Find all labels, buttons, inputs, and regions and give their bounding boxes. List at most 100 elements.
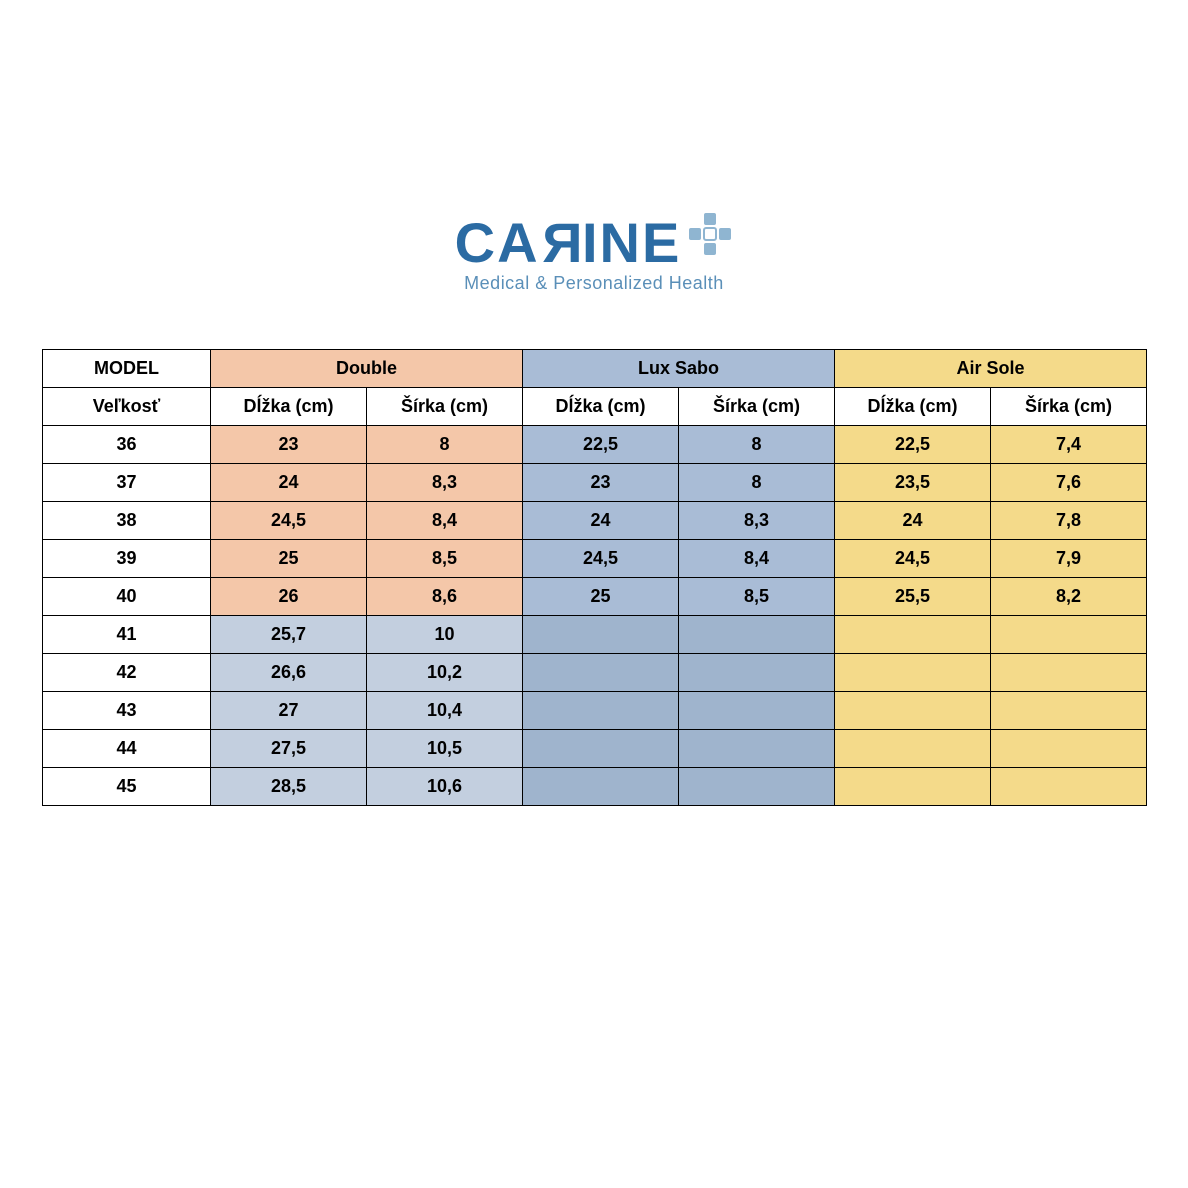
cell-size: 42 bbox=[43, 654, 211, 692]
logo: CARINE Medical & Personalized Health bbox=[455, 215, 734, 294]
plus-icon bbox=[687, 211, 733, 262]
cell-size: 37 bbox=[43, 464, 211, 502]
cell-data: 24,5 bbox=[211, 502, 367, 540]
cell-data: 24,5 bbox=[835, 540, 991, 578]
cell-data: 25,7 bbox=[211, 616, 367, 654]
brand-tagline: Medical & Personalized Health bbox=[464, 273, 724, 294]
header-length-0: Dĺžka (cm) bbox=[211, 388, 367, 426]
cell-data: 8,2 bbox=[991, 578, 1147, 616]
header-width-2: Šírka (cm) bbox=[991, 388, 1147, 426]
cell-data: 22,5 bbox=[523, 426, 679, 464]
cell-data: 10,6 bbox=[367, 768, 523, 806]
cell-data: 8,5 bbox=[367, 540, 523, 578]
cell-data: 26,6 bbox=[211, 654, 367, 692]
cell-data: 8,4 bbox=[367, 502, 523, 540]
cell-data bbox=[835, 616, 991, 654]
cell-data: 25,5 bbox=[835, 578, 991, 616]
table-row: 432710,4 bbox=[43, 692, 1147, 730]
cell-data: 10,2 bbox=[367, 654, 523, 692]
cell-data: 28,5 bbox=[211, 768, 367, 806]
cell-data bbox=[991, 768, 1147, 806]
table-row: 4427,510,5 bbox=[43, 730, 1147, 768]
cell-data: 7,4 bbox=[991, 426, 1147, 464]
header-model-2: Air Sole bbox=[835, 350, 1147, 388]
cell-data: 26 bbox=[211, 578, 367, 616]
header-width-1: Šírka (cm) bbox=[679, 388, 835, 426]
table-row: 39258,524,58,424,57,9 bbox=[43, 540, 1147, 578]
cell-data: 22,5 bbox=[835, 426, 991, 464]
table-row: 3824,58,4248,3247,8 bbox=[43, 502, 1147, 540]
cell-data: 7,9 bbox=[991, 540, 1147, 578]
cell-data: 8 bbox=[679, 464, 835, 502]
cell-data: 10 bbox=[367, 616, 523, 654]
brand-reversed-letter: R bbox=[540, 215, 582, 271]
cell-data: 8,4 bbox=[679, 540, 835, 578]
header-length-1: Dĺžka (cm) bbox=[523, 388, 679, 426]
cell-data bbox=[835, 768, 991, 806]
header-size: Veľkosť bbox=[43, 388, 211, 426]
cell-data: 8,6 bbox=[367, 578, 523, 616]
brand-name: CARINE bbox=[455, 215, 682, 271]
cell-data: 8 bbox=[679, 426, 835, 464]
cell-data: 7,8 bbox=[991, 502, 1147, 540]
cell-data: 8,3 bbox=[679, 502, 835, 540]
cell-data: 8,5 bbox=[679, 578, 835, 616]
cell-data: 24 bbox=[211, 464, 367, 502]
cell-data bbox=[991, 730, 1147, 768]
table-head: MODELDoubleLux SaboAir SoleVeľkosťDĺžka … bbox=[43, 350, 1147, 426]
header-model-1: Lux Sabo bbox=[523, 350, 835, 388]
table-row: 3623822,5822,57,4 bbox=[43, 426, 1147, 464]
cell-size: 36 bbox=[43, 426, 211, 464]
cell-data: 23,5 bbox=[835, 464, 991, 502]
cell-data: 8 bbox=[367, 426, 523, 464]
cell-data bbox=[991, 654, 1147, 692]
size-table: MODELDoubleLux SaboAir SoleVeľkosťDĺžka … bbox=[42, 349, 1147, 806]
cell-data bbox=[679, 654, 835, 692]
cell-size: 39 bbox=[43, 540, 211, 578]
cell-size: 43 bbox=[43, 692, 211, 730]
cell-data bbox=[991, 692, 1147, 730]
cell-data: 27,5 bbox=[211, 730, 367, 768]
header-model: MODEL bbox=[43, 350, 211, 388]
cell-size: 41 bbox=[43, 616, 211, 654]
cell-data: 23 bbox=[523, 464, 679, 502]
cell-data bbox=[523, 616, 679, 654]
table-row: 4226,610,2 bbox=[43, 654, 1147, 692]
cell-data: 27 bbox=[211, 692, 367, 730]
cell-data: 25 bbox=[523, 578, 679, 616]
brand-post: INE bbox=[582, 211, 681, 274]
table-row: 4125,710 bbox=[43, 616, 1147, 654]
table-row: 37248,323823,57,6 bbox=[43, 464, 1147, 502]
cell-data: 24 bbox=[835, 502, 991, 540]
cell-data bbox=[523, 730, 679, 768]
table-body: 3623822,5822,57,437248,323823,57,63824,5… bbox=[43, 426, 1147, 806]
table-row: 4528,510,6 bbox=[43, 768, 1147, 806]
logo-top-row: CARINE bbox=[455, 215, 734, 271]
cell-size: 40 bbox=[43, 578, 211, 616]
cell-data bbox=[523, 654, 679, 692]
header-length-2: Dĺžka (cm) bbox=[835, 388, 991, 426]
cell-data bbox=[523, 692, 679, 730]
brand-pre: CA bbox=[455, 211, 540, 274]
cell-data: 10,5 bbox=[367, 730, 523, 768]
cell-data: 24,5 bbox=[523, 540, 679, 578]
cell-data bbox=[835, 730, 991, 768]
cell-data: 25 bbox=[211, 540, 367, 578]
cell-size: 45 bbox=[43, 768, 211, 806]
header-width-0: Šírka (cm) bbox=[367, 388, 523, 426]
cell-data bbox=[835, 654, 991, 692]
cell-data bbox=[679, 730, 835, 768]
cell-data bbox=[835, 692, 991, 730]
size-table-container: MODELDoubleLux SaboAir SoleVeľkosťDĺžka … bbox=[42, 349, 1146, 806]
cell-data bbox=[523, 768, 679, 806]
cell-size: 44 bbox=[43, 730, 211, 768]
cell-data bbox=[991, 616, 1147, 654]
cell-data: 23 bbox=[211, 426, 367, 464]
cell-data bbox=[679, 616, 835, 654]
cell-data bbox=[679, 768, 835, 806]
cell-data: 24 bbox=[523, 502, 679, 540]
table-row: 40268,6258,525,58,2 bbox=[43, 578, 1147, 616]
cell-data: 7,6 bbox=[991, 464, 1147, 502]
cell-data bbox=[679, 692, 835, 730]
cell-data: 10,4 bbox=[367, 692, 523, 730]
